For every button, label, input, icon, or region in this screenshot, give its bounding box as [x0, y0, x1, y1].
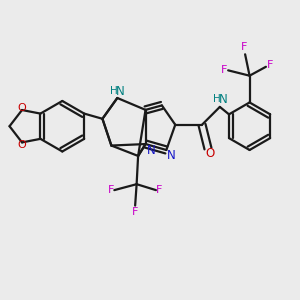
Text: H: H	[110, 86, 118, 96]
Text: N: N	[116, 85, 125, 98]
Text: O: O	[17, 103, 26, 112]
Text: O: O	[206, 147, 215, 161]
Text: F: F	[156, 185, 163, 195]
Text: F: F	[220, 65, 227, 75]
Text: N: N	[167, 149, 176, 162]
Text: N: N	[146, 143, 155, 157]
Text: F: F	[267, 60, 274, 70]
Text: F: F	[240, 42, 247, 52]
Text: F: F	[132, 207, 138, 217]
Text: F: F	[108, 185, 114, 195]
Text: H: H	[213, 94, 221, 103]
Text: O: O	[17, 140, 26, 150]
Text: N: N	[219, 93, 228, 106]
